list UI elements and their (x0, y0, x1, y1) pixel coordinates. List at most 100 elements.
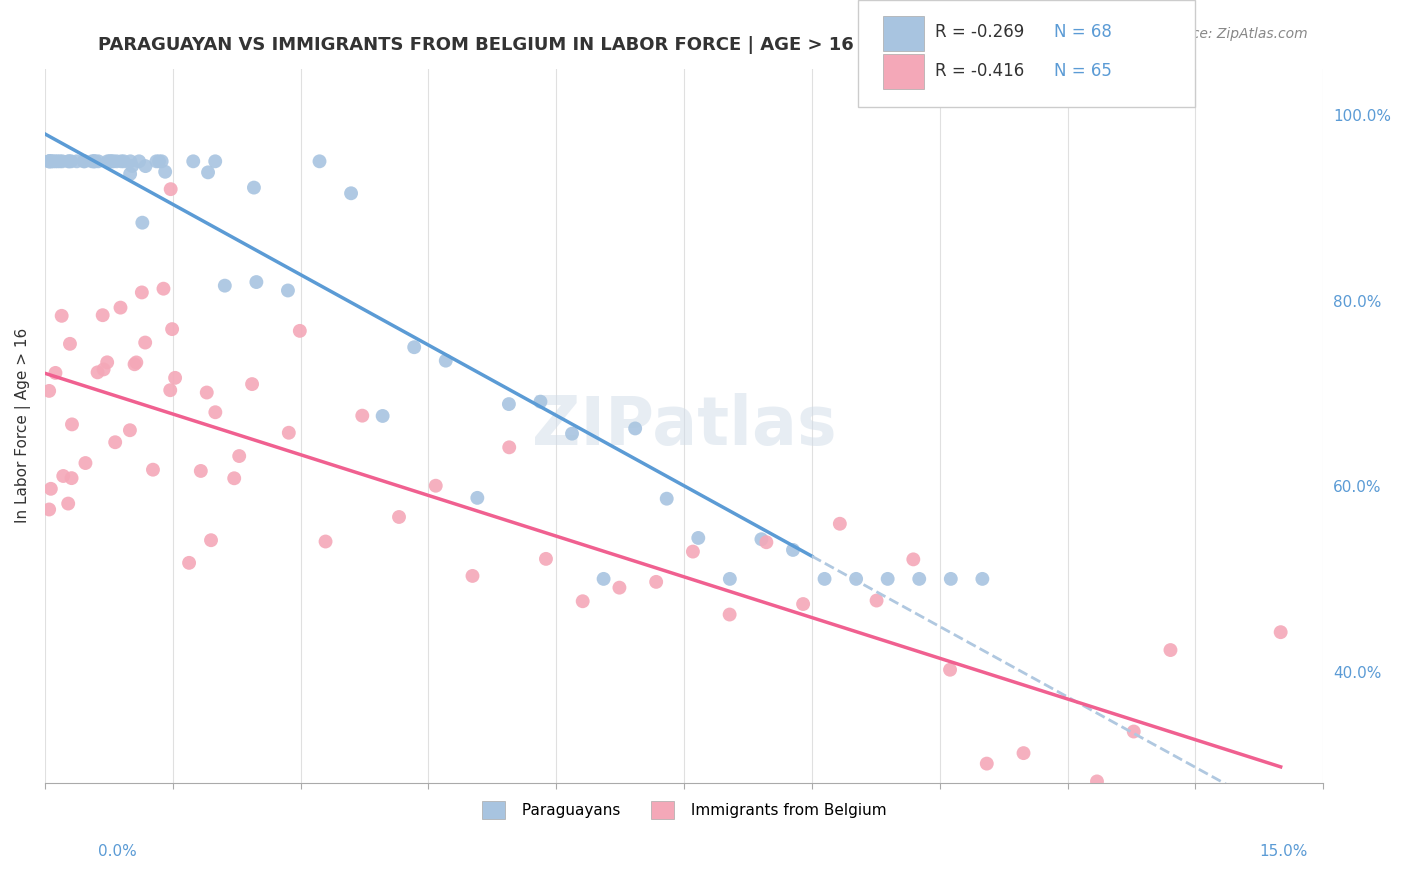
Text: N = 65: N = 65 (1054, 62, 1112, 79)
Point (976, 756, 998, 771)
Point (498, 440, 520, 454)
Point (145, 154, 167, 169)
Point (87, 154, 110, 169)
Point (1049, 803, 1071, 817)
Point (224, 471, 246, 485)
Point (782, 543, 804, 558)
Point (1122, 724, 1144, 739)
Point (465, 491, 488, 505)
Point (121, 159, 143, 173)
Text: R = -0.416: R = -0.416 (935, 62, 1024, 79)
Point (104, 435, 127, 450)
Point (177, 556, 200, 570)
Point (159, 383, 181, 397)
Point (134, 335, 156, 350)
Point (1085, 774, 1108, 789)
Point (1159, 643, 1181, 657)
Point (38, 154, 60, 169)
Point (865, 593, 887, 607)
Point (425, 479, 447, 493)
Point (609, 581, 631, 595)
Point (153, 165, 176, 179)
Point (38, 154, 60, 169)
Point (792, 597, 814, 611)
Point (1197, 799, 1219, 814)
Point (200, 533, 222, 548)
Point (718, 572, 741, 586)
Text: ZIPatlas: ZIPatlas (531, 392, 837, 458)
Point (645, 574, 668, 589)
Point (682, 544, 704, 558)
Point (751, 533, 773, 547)
Text: 0.0%: 0.0% (98, 845, 138, 859)
Point (214, 278, 236, 293)
Point (112, 154, 135, 169)
Point (86, 365, 108, 379)
Point (148, 154, 170, 169)
Point (277, 425, 299, 440)
Point (110, 154, 132, 169)
Point (529, 394, 551, 409)
Point (38, 502, 60, 516)
Point (59, 336, 82, 351)
Point (160, 322, 183, 336)
Point (939, 572, 962, 586)
Point (124, 357, 146, 371)
Point (340, 186, 363, 201)
Point (60, 154, 83, 169)
Point (38, 154, 60, 169)
Point (972, 572, 994, 586)
Point (388, 510, 411, 524)
Point (134, 159, 156, 173)
Point (1012, 746, 1035, 760)
Point (96, 154, 118, 169)
Point (571, 594, 593, 608)
Point (908, 572, 931, 586)
Point (58, 154, 80, 169)
Y-axis label: In Labor Force | Age > 16: In Labor Force | Age > 16 (15, 328, 31, 524)
Point (150, 154, 173, 169)
Point (44, 366, 66, 380)
Point (845, 572, 868, 586)
Point (98, 154, 121, 169)
Point (56, 497, 79, 511)
Point (245, 275, 267, 289)
Point (434, 353, 457, 368)
Text: R = -0.269: R = -0.269 (935, 23, 1024, 41)
Point (128, 154, 150, 169)
Point (655, 491, 678, 506)
Point (103, 154, 125, 169)
Point (46, 154, 69, 169)
Point (105, 154, 128, 169)
Point (131, 216, 153, 230)
Point (142, 463, 165, 477)
Point (592, 572, 614, 586)
Point (165, 371, 187, 385)
Point (73, 154, 96, 169)
Point (66, 154, 89, 169)
Point (718, 607, 741, 622)
Point (83, 154, 105, 169)
Point (80, 154, 103, 169)
Point (93, 362, 115, 376)
Point (58, 154, 80, 169)
Point (624, 421, 647, 435)
Text: 15.0%: 15.0% (1260, 845, 1308, 859)
Point (110, 301, 132, 315)
Legend:  Paraguayans,  Immigrants from Belgium: Paraguayans, Immigrants from Belgium (475, 795, 893, 825)
Point (939, 663, 962, 677)
Point (277, 284, 299, 298)
Point (73, 154, 96, 169)
Point (404, 340, 426, 354)
Point (41, 154, 63, 169)
Point (688, 531, 710, 545)
Point (813, 572, 835, 586)
Point (131, 285, 153, 300)
Point (1233, 804, 1256, 818)
Point (828, 516, 851, 531)
Point (371, 409, 394, 423)
Point (204, 405, 226, 419)
Point (118, 423, 141, 437)
Text: Source: ZipAtlas.com: Source: ZipAtlas.com (1160, 27, 1308, 41)
Point (39, 154, 62, 169)
